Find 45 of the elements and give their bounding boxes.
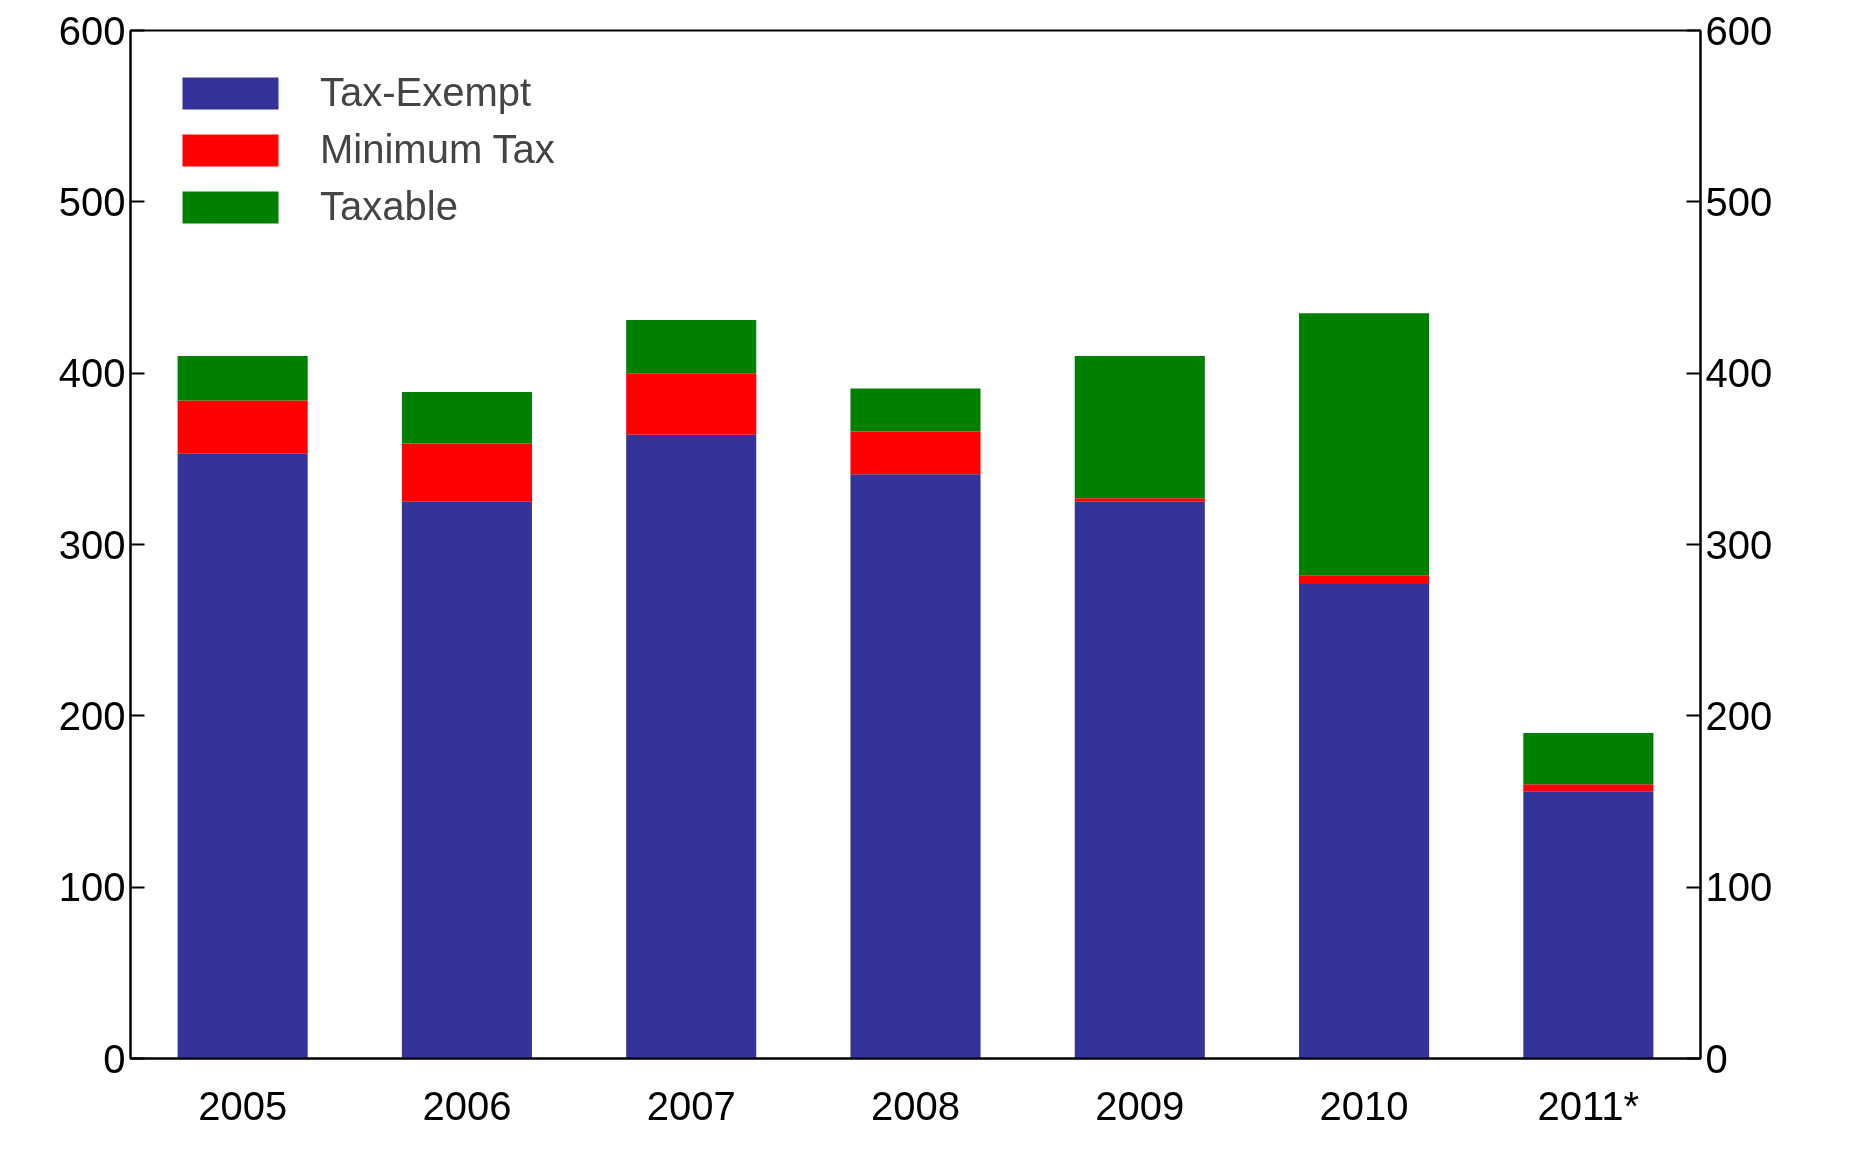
y-tick-label: 400: [58, 351, 126, 396]
bar: [626, 434, 757, 1059]
y2-tick-label: 200: [1705, 693, 1773, 738]
y2-tick-label: 500: [1705, 179, 1773, 224]
y-tick-label: 600: [58, 8, 126, 53]
bar: [1074, 498, 1205, 502]
bar: [850, 431, 981, 475]
bar: [401, 443, 532, 502]
x-tick-label: 2006: [422, 1083, 512, 1128]
y2-tick-label: 300: [1705, 522, 1773, 567]
bar: [1299, 583, 1430, 1059]
bar: [850, 474, 981, 1059]
legend-label: Tax-Exempt: [320, 70, 532, 115]
bar: [1074, 501, 1205, 1059]
y2-tick-label: 100: [1705, 865, 1773, 910]
x-tick-label: 2011*: [1537, 1083, 1640, 1128]
bar: [1299, 313, 1430, 576]
bar: [1523, 784, 1654, 792]
y-tick-label: 500: [58, 179, 126, 224]
y-tick-label: 300: [58, 522, 126, 567]
y-tick-label: 200: [58, 693, 126, 738]
y-tick-label: 100: [58, 865, 126, 910]
bar: [1523, 791, 1654, 1059]
bar: [1074, 356, 1205, 499]
x-tick-label: 2007: [646, 1083, 736, 1128]
bar: [177, 356, 308, 401]
bar: [177, 453, 308, 1059]
bar: [177, 400, 308, 454]
y2-tick-label: 400: [1705, 351, 1773, 396]
bar: [1299, 575, 1430, 584]
x-tick-label: 2010: [1319, 1083, 1409, 1128]
bar: [1523, 732, 1654, 785]
bar: [626, 373, 757, 435]
x-tick-label: 2005: [198, 1083, 288, 1128]
y2-tick-label: 600: [1705, 8, 1773, 53]
bar: [401, 392, 532, 444]
x-tick-label: 2008: [871, 1083, 960, 1128]
legend-label: Minimum Tax: [320, 127, 555, 172]
bar: [626, 320, 757, 374]
bar: [850, 388, 981, 432]
legend-label: Taxable: [320, 184, 458, 229]
bar: [401, 501, 532, 1059]
y2-tick-label: 0: [1705, 1036, 1728, 1081]
y-tick-label: 0: [103, 1036, 126, 1081]
x-tick-label: 2009: [1095, 1083, 1185, 1128]
